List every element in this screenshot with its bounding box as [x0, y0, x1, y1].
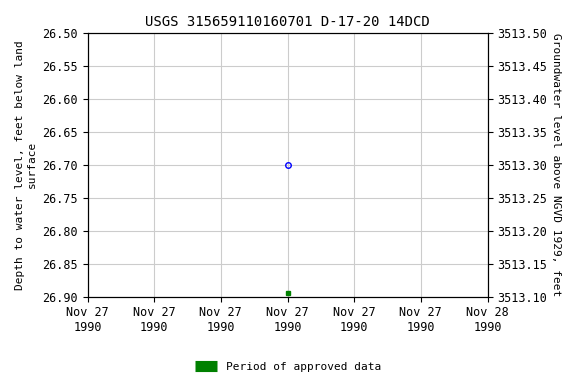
Y-axis label: Depth to water level, feet below land
surface: Depth to water level, feet below land su…	[15, 40, 37, 290]
Y-axis label: Groundwater level above NGVD 1929, feet: Groundwater level above NGVD 1929, feet	[551, 33, 561, 296]
Title: USGS 315659110160701 D-17-20 14DCD: USGS 315659110160701 D-17-20 14DCD	[145, 15, 430, 29]
Legend: Period of approved data: Period of approved data	[191, 358, 385, 377]
